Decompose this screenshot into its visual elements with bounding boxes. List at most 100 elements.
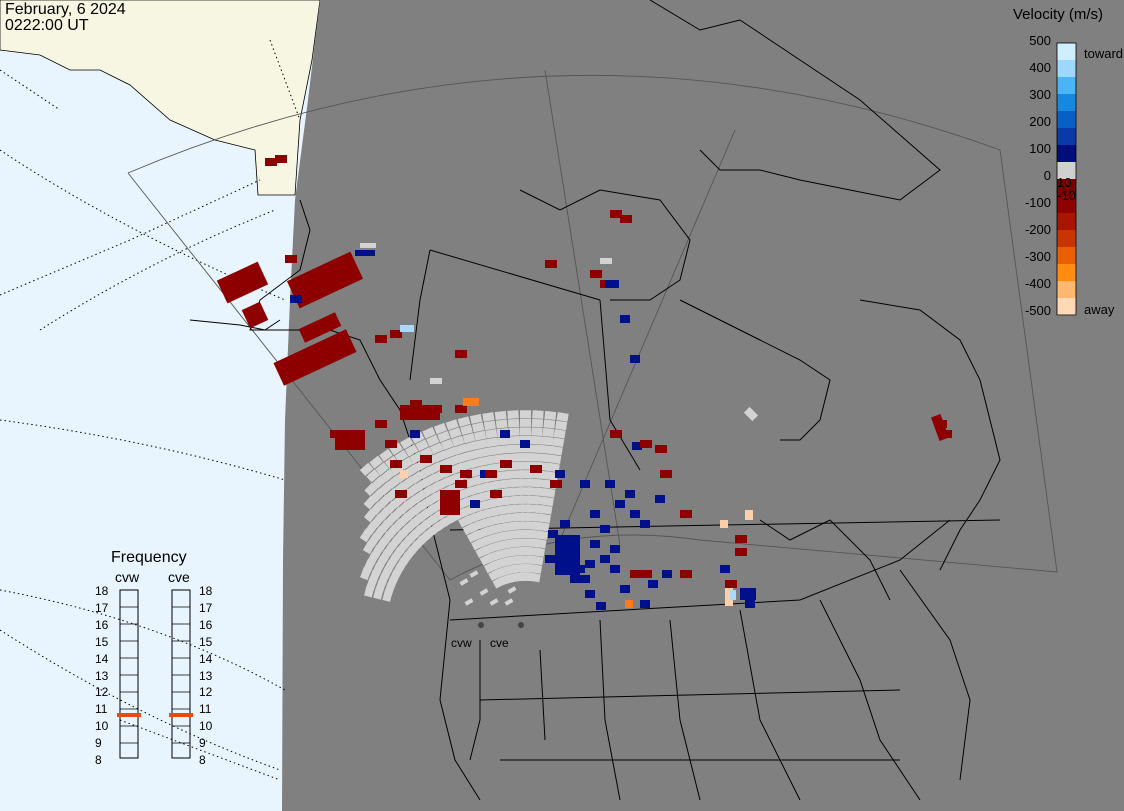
radar-cell [507, 586, 517, 594]
radar-cell [931, 414, 949, 441]
radar-cell [418, 466, 433, 479]
radar-cell [433, 422, 448, 435]
colorbar-swatch [1057, 77, 1076, 95]
frequency-tick-label: 10 [95, 719, 109, 734]
colorbar-swatch [1057, 213, 1076, 231]
radar-cell [460, 424, 473, 436]
radar-cell [520, 521, 531, 530]
radar-cell [369, 455, 383, 469]
radar-cell [610, 210, 622, 218]
radar-cell [285, 255, 297, 263]
colorbar-swatch [1057, 145, 1076, 163]
radar-cell [444, 446, 458, 459]
radar-cell [648, 580, 658, 588]
radar-cell [501, 470, 514, 480]
radar-cell [457, 451, 471, 463]
radar-cell [475, 439, 489, 450]
frequency-tick-label: 8 [95, 753, 102, 767]
radar-cell [514, 573, 524, 581]
radar-cell [600, 258, 612, 264]
frequency-tick-label: 18 [95, 584, 109, 598]
radar-cell [570, 575, 580, 583]
colorbar-swatch [1057, 162, 1076, 180]
frequency-indicator-cve [169, 713, 193, 717]
radar-cell [640, 570, 652, 578]
radar-cell [553, 429, 566, 439]
radar-cell [460, 459, 474, 471]
colorbar-tick-label: 400 [1029, 60, 1051, 75]
radar-cell [460, 470, 472, 478]
radar-cell [447, 454, 461, 467]
colorbar-swatch [1057, 179, 1076, 197]
radar-cell [298, 312, 342, 343]
radar-cell [375, 420, 387, 428]
radar-cell [335, 430, 365, 450]
radar-cell [415, 439, 429, 452]
frequency-tick-label: 10 [199, 719, 213, 734]
radar-cell [735, 535, 747, 543]
frequency-tick-label: 16 [199, 617, 213, 632]
radar-cell [530, 465, 542, 473]
colorbar-tick-label: -200 [1024, 222, 1051, 237]
radar-cell [426, 434, 440, 447]
radar-cell [410, 430, 420, 438]
time-label: 0222:00 UT [5, 17, 89, 34]
radar-cell [495, 419, 508, 429]
radar-cell [720, 565, 730, 573]
radar-cell [620, 585, 630, 593]
frequency-tick-label: 8 [199, 753, 206, 767]
radar-cell [470, 500, 480, 508]
radar-cell [550, 480, 562, 488]
colorbar-title: Velocity (m/s) [1013, 6, 1104, 23]
radar-cell [610, 430, 622, 438]
radar-cell [555, 420, 568, 431]
radar-cell [482, 412, 495, 422]
radar-cell [395, 490, 407, 498]
colorbar-swatch [1057, 43, 1076, 61]
radar-cell [485, 470, 497, 478]
radar-cell [465, 441, 478, 452]
frequency-indicator-cvw [117, 713, 141, 717]
radar-cell [630, 570, 642, 578]
radar-cell [479, 455, 493, 466]
radar-cell [549, 454, 562, 464]
night-region [282, 0, 1124, 811]
radar-cell [556, 412, 569, 422]
radar-cell [455, 350, 467, 358]
radar-cell [520, 418, 531, 427]
radar-cell [360, 243, 376, 248]
radar-cell [590, 510, 600, 518]
radar-cell [610, 545, 620, 553]
radar-cell [520, 495, 531, 504]
radar-cell [494, 578, 504, 586]
frequency-tick-label: 16 [95, 617, 109, 632]
radar-cell [590, 540, 600, 548]
radar-cell [508, 435, 521, 445]
radar-cell [543, 488, 556, 498]
radar-cell [469, 570, 479, 578]
radar-cell [555, 470, 565, 478]
radar-cell [275, 155, 287, 163]
colorbar-swatch [1057, 196, 1076, 214]
radar-cell [605, 480, 615, 488]
radar-cell [241, 301, 269, 329]
radar-cell [433, 450, 448, 463]
colorbar-tick-label: -400 [1024, 276, 1051, 291]
radar-cell [590, 270, 602, 278]
radar-cell [510, 470, 523, 479]
radar-cell [532, 410, 544, 419]
radar-cell [655, 495, 665, 503]
radar-cell [379, 448, 393, 462]
radar-cell [535, 530, 548, 540]
radar-cell [372, 475, 387, 489]
colorbar-swatch [1057, 94, 1076, 112]
frequency-tick-label: 11 [95, 702, 108, 717]
radar-cell [725, 588, 733, 606]
radar-cell [531, 418, 544, 428]
radar-cell [445, 419, 459, 431]
radar-cell [500, 460, 512, 468]
radar-cell [520, 435, 531, 444]
radar-cell [504, 598, 514, 606]
radar-cell [520, 444, 531, 453]
radar-cell [660, 470, 672, 478]
